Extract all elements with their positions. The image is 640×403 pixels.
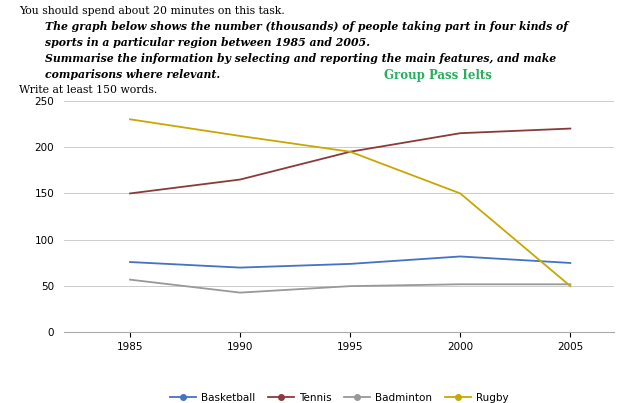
Text: The graph below shows the number (thousands) of people taking part in four kinds: The graph below shows the number (thousa… — [45, 21, 568, 32]
Text: You should spend about 20 minutes on this task.: You should spend about 20 minutes on thi… — [19, 6, 285, 16]
Text: sports in a particular region between 1985 and 2005.: sports in a particular region between 19… — [45, 37, 370, 48]
Legend: Basketball, Tennis, Badminton, Rugby: Basketball, Tennis, Badminton, Rugby — [166, 388, 513, 403]
Text: Write at least 150 words.: Write at least 150 words. — [19, 85, 157, 95]
Text: comparisons where relevant.: comparisons where relevant. — [45, 69, 220, 80]
Text: Group Pass Ielts: Group Pass Ielts — [384, 69, 492, 82]
Text: Summarise the information by selecting and reporting the main features, and make: Summarise the information by selecting a… — [45, 53, 556, 64]
